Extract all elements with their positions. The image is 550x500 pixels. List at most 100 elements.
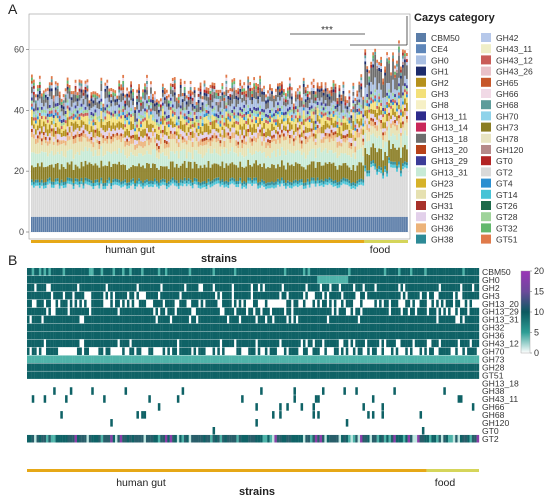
bar-segment bbox=[277, 216, 279, 232]
bar-segment bbox=[50, 136, 53, 151]
heatmap-cell bbox=[79, 275, 82, 284]
bar-segment bbox=[203, 117, 206, 124]
bar-segment bbox=[400, 176, 402, 217]
bar-segment bbox=[52, 141, 55, 145]
bar-segment bbox=[32, 184, 35, 188]
bar-segment bbox=[146, 127, 148, 134]
bar-segment bbox=[207, 134, 210, 139]
bar-segment bbox=[122, 90, 125, 94]
heatmap-cell bbox=[286, 275, 289, 284]
bar-segment bbox=[386, 107, 388, 114]
bar-segment bbox=[148, 95, 150, 100]
bar-segment bbox=[70, 125, 73, 132]
bar-segment bbox=[364, 64, 367, 88]
bar-segment bbox=[132, 143, 134, 155]
bar-segment bbox=[378, 118, 381, 122]
bar-segment bbox=[185, 167, 188, 181]
bar-segment bbox=[175, 135, 178, 139]
bar-segment bbox=[76, 123, 79, 128]
heatmap-row bbox=[27, 275, 480, 284]
bar-segment bbox=[316, 125, 319, 129]
bar-segment bbox=[344, 142, 347, 154]
heatmap-cell bbox=[321, 268, 325, 276]
bar-segment bbox=[245, 111, 248, 115]
bar-segment bbox=[402, 98, 404, 102]
legend-label: GH8 bbox=[431, 100, 449, 110]
bar-segment bbox=[245, 129, 248, 137]
heatmap-cell bbox=[222, 268, 225, 276]
bar-segment bbox=[257, 188, 259, 217]
heatmap-cell bbox=[450, 268, 453, 276]
bar-segment bbox=[130, 87, 132, 91]
bar-segment bbox=[167, 115, 170, 119]
heatmap-cell bbox=[438, 268, 442, 276]
bar-segment bbox=[241, 155, 244, 167]
bar-segment bbox=[330, 110, 333, 114]
bar-segment bbox=[372, 133, 375, 144]
bar-segment bbox=[185, 144, 188, 159]
heatmap-cell bbox=[100, 307, 104, 316]
bar bbox=[165, 89, 168, 232]
bar-segment bbox=[124, 106, 127, 110]
bar-segment bbox=[342, 138, 345, 142]
bar-segment bbox=[183, 124, 186, 133]
bar-segment bbox=[31, 182, 33, 186]
bar-segment bbox=[189, 131, 192, 135]
bar-segment bbox=[247, 180, 250, 184]
heatmap-cell bbox=[269, 275, 273, 284]
bar-segment bbox=[118, 104, 121, 108]
legend-swatch bbox=[416, 100, 426, 110]
bar-segment bbox=[360, 77, 363, 81]
bar-segment bbox=[90, 112, 93, 116]
heatmap-cell bbox=[233, 268, 237, 276]
bar-segment bbox=[328, 96, 331, 100]
heatmap-cell bbox=[105, 275, 109, 284]
bar-segment bbox=[86, 216, 89, 232]
bar bbox=[279, 82, 281, 232]
heatmap-cell bbox=[400, 283, 404, 292]
bar-segment bbox=[237, 124, 240, 132]
bar-segment bbox=[114, 113, 117, 117]
bar-segment bbox=[346, 178, 349, 182]
bar-segment bbox=[394, 161, 396, 165]
bar-segment bbox=[60, 111, 63, 120]
bar-segment bbox=[374, 136, 377, 148]
panel-b-label: B bbox=[8, 252, 17, 268]
heatmap-cell bbox=[174, 268, 178, 276]
bar-segment bbox=[106, 79, 109, 83]
bar-segment bbox=[356, 99, 359, 105]
bar-segment bbox=[402, 55, 404, 59]
bar-segment bbox=[384, 128, 386, 132]
bar-segment bbox=[340, 182, 343, 186]
bar-segment bbox=[179, 108, 182, 112]
bar-segment bbox=[346, 109, 349, 113]
bar-segment bbox=[64, 145, 67, 158]
bar-segment bbox=[34, 166, 37, 180]
bar-segment bbox=[247, 113, 250, 119]
bar-segment bbox=[372, 126, 375, 134]
heatmap-cell bbox=[46, 299, 49, 308]
bar-segment bbox=[140, 127, 142, 131]
bar bbox=[239, 79, 242, 232]
bar-segment bbox=[68, 110, 71, 114]
bar-segment bbox=[249, 85, 252, 89]
bar-segment bbox=[356, 128, 359, 132]
bar-segment bbox=[261, 101, 263, 109]
bar-segment bbox=[225, 89, 228, 96]
bar-segment bbox=[235, 180, 238, 185]
bar-segment bbox=[223, 167, 226, 182]
bar-segment bbox=[281, 216, 283, 232]
bar-segment bbox=[269, 84, 271, 88]
bar-segment bbox=[269, 122, 271, 131]
bar-segment bbox=[150, 102, 152, 106]
bar-segment bbox=[165, 118, 168, 122]
bar-segment bbox=[336, 101, 339, 105]
bar-segment bbox=[338, 94, 341, 98]
bar-segment bbox=[235, 165, 238, 181]
bar-segment bbox=[76, 166, 79, 179]
bar-segment bbox=[167, 147, 170, 160]
bar-segment bbox=[88, 134, 91, 139]
bar-segment bbox=[118, 185, 121, 217]
bar-segment bbox=[78, 110, 81, 114]
bar-segment bbox=[334, 83, 337, 87]
